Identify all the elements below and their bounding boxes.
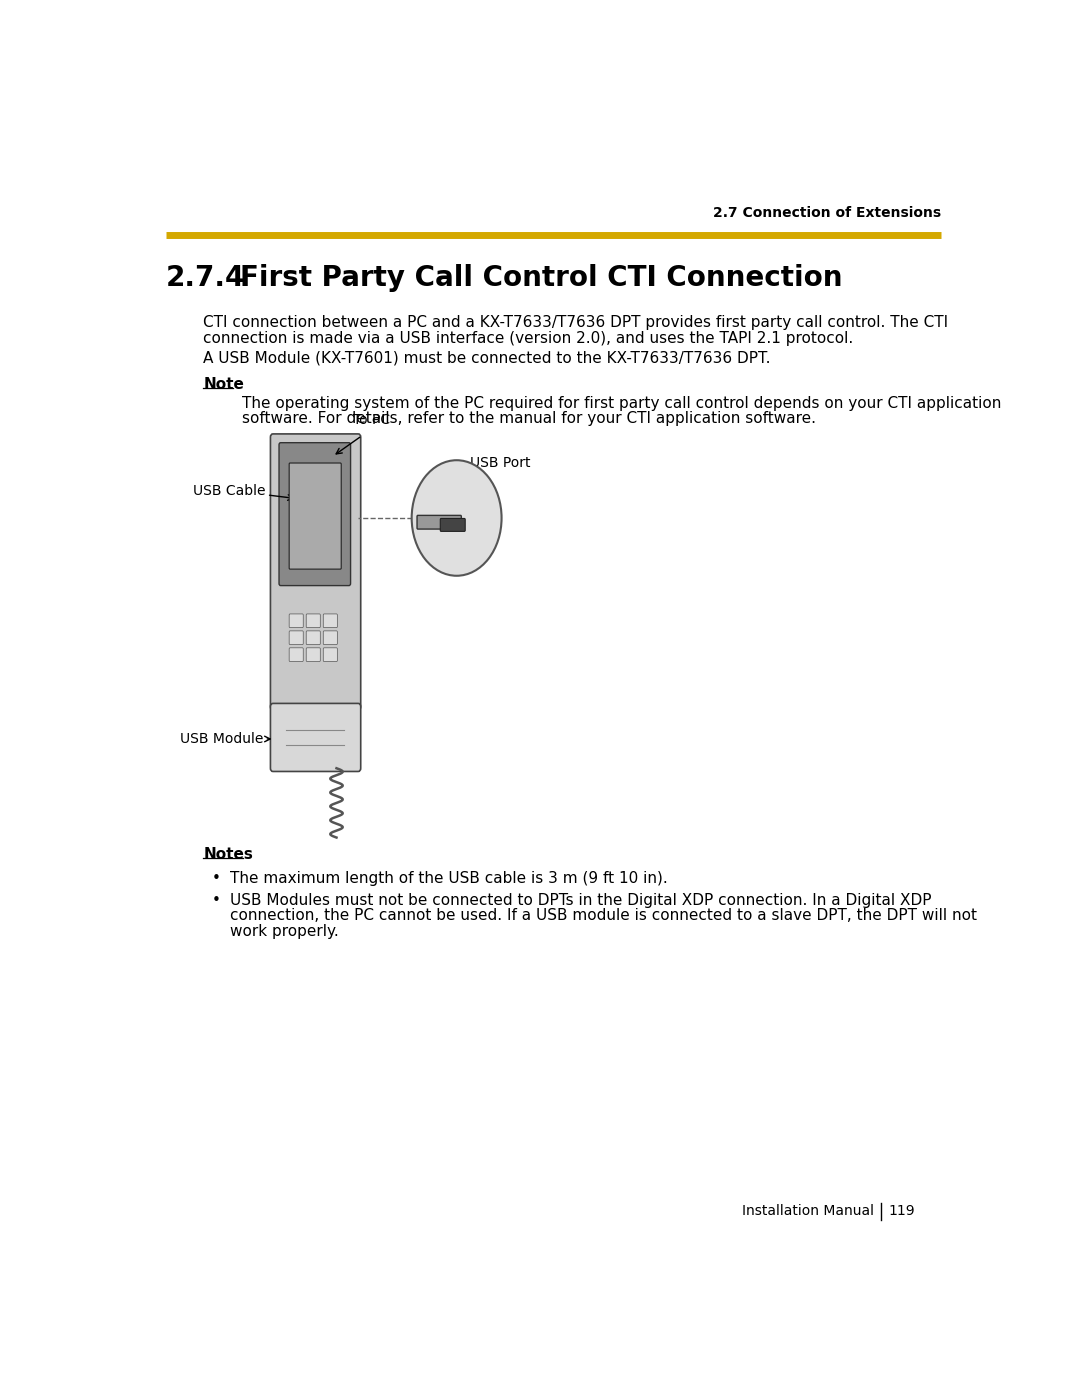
FancyBboxPatch shape	[323, 613, 337, 627]
Text: 119: 119	[889, 1204, 915, 1218]
Text: USB Cable: USB Cable	[192, 483, 266, 499]
Text: First Party Call Control CTI Connection: First Party Call Control CTI Connection	[240, 264, 842, 292]
Text: Installation Manual: Installation Manual	[742, 1204, 875, 1218]
Text: work properly.: work properly.	[230, 923, 338, 939]
Text: •: •	[212, 872, 220, 887]
FancyBboxPatch shape	[441, 518, 465, 531]
Text: The maximum length of the USB cable is 3 m (9 ft 10 in).: The maximum length of the USB cable is 3…	[230, 872, 667, 887]
FancyBboxPatch shape	[270, 704, 361, 771]
Text: USB Modules must not be connected to DPTs in the Digital XDP connection. In a Di: USB Modules must not be connected to DPT…	[230, 893, 931, 908]
Text: 2.7.4: 2.7.4	[166, 264, 245, 292]
Text: •: •	[212, 893, 220, 908]
Text: Note: Note	[203, 377, 244, 393]
FancyBboxPatch shape	[289, 648, 303, 662]
Text: USB Port: USB Port	[470, 457, 530, 471]
Text: CTI connection between a PC and a KX-T7633/T7636 DPT provides first party call c: CTI connection between a PC and a KX-T76…	[203, 316, 948, 331]
Text: USB Module: USB Module	[179, 732, 262, 746]
FancyBboxPatch shape	[323, 631, 337, 644]
Text: Notes: Notes	[203, 847, 253, 862]
FancyBboxPatch shape	[307, 613, 321, 627]
FancyBboxPatch shape	[289, 631, 303, 644]
FancyBboxPatch shape	[289, 462, 341, 569]
FancyBboxPatch shape	[279, 443, 351, 585]
Text: The operating system of the PC required for first party call control depends on : The operating system of the PC required …	[242, 395, 1001, 411]
Text: connection is made via a USB interface (version 2.0), and uses the TAPI 2.1 prot: connection is made via a USB interface (…	[203, 331, 853, 346]
FancyBboxPatch shape	[417, 515, 461, 529]
Text: software. For details, refer to the manual for your CTI application software.: software. For details, refer to the manu…	[242, 411, 816, 426]
Text: connection, the PC cannot be used. If a USB module is connected to a slave DPT, : connection, the PC cannot be used. If a …	[230, 908, 976, 923]
FancyBboxPatch shape	[307, 648, 321, 662]
FancyBboxPatch shape	[289, 613, 303, 627]
Text: A USB Module (KX-T7601) must be connected to the KX-T7633/T7636 DPT.: A USB Module (KX-T7601) must be connecte…	[203, 351, 771, 366]
Circle shape	[411, 460, 501, 576]
Text: To PC: To PC	[353, 414, 390, 427]
FancyBboxPatch shape	[307, 631, 321, 644]
FancyBboxPatch shape	[270, 434, 361, 710]
FancyBboxPatch shape	[323, 648, 337, 662]
Text: 2.7 Connection of Extensions: 2.7 Connection of Extensions	[713, 205, 941, 219]
